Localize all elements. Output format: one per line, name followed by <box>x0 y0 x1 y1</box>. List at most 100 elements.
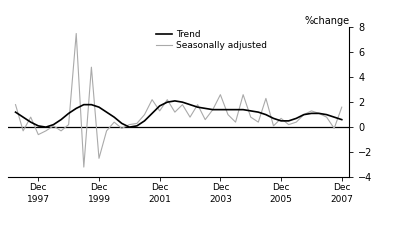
Trend <box>59 118 64 121</box>
Trend <box>21 116 25 118</box>
Seasonally adjusted <box>241 93 245 96</box>
Text: Dec: Dec <box>272 183 290 192</box>
Seasonally adjusted <box>339 106 344 109</box>
Seasonally adjusted <box>309 109 314 112</box>
Trend <box>195 106 200 109</box>
Trend <box>271 117 276 120</box>
Seasonally adjusted <box>81 166 86 168</box>
Seasonally adjusted <box>195 103 200 106</box>
Trend <box>112 116 117 118</box>
Seasonally adjusted <box>150 98 154 101</box>
Seasonally adjusted <box>218 93 223 96</box>
Seasonally adjusted <box>172 111 177 114</box>
Text: 2001: 2001 <box>148 195 171 204</box>
Seasonally adjusted <box>225 113 230 116</box>
Seasonally adjusted <box>96 157 101 160</box>
Seasonally adjusted <box>127 123 132 126</box>
Trend <box>44 126 48 128</box>
Seasonally adjusted <box>294 121 299 123</box>
Line: Seasonally adjusted: Seasonally adjusted <box>15 33 342 167</box>
Text: 1997: 1997 <box>27 195 50 204</box>
Legend: Trend, Seasonally adjusted: Trend, Seasonally adjusted <box>156 30 267 50</box>
Seasonally adjusted <box>21 129 25 132</box>
Seasonally adjusted <box>44 129 48 132</box>
Trend <box>203 107 208 110</box>
Seasonally adjusted <box>13 103 18 106</box>
Seasonally adjusted <box>271 124 276 127</box>
Text: Dec: Dec <box>29 183 47 192</box>
Trend <box>324 113 329 116</box>
Trend <box>36 124 40 127</box>
Seasonally adjusted <box>66 123 71 126</box>
Seasonally adjusted <box>119 127 124 130</box>
Seasonally adjusted <box>279 117 283 120</box>
Seasonally adjusted <box>233 121 238 123</box>
Seasonally adjusted <box>89 66 94 69</box>
Trend <box>256 111 261 114</box>
Seasonally adjusted <box>256 121 261 123</box>
Text: 2005: 2005 <box>270 195 293 204</box>
Trend <box>188 103 193 106</box>
Text: 1999: 1999 <box>87 195 110 204</box>
Trend <box>286 119 291 122</box>
Text: Dec: Dec <box>151 183 168 192</box>
Trend <box>104 111 109 114</box>
Text: Dec: Dec <box>333 183 351 192</box>
Trend <box>74 107 79 110</box>
Trend <box>165 101 170 104</box>
Seasonally adjusted <box>142 113 147 116</box>
Trend <box>309 112 314 115</box>
Trend <box>294 117 299 120</box>
Seasonally adjusted <box>249 116 253 118</box>
Seasonally adjusted <box>104 129 109 132</box>
Trend <box>339 118 344 121</box>
Seasonally adjusted <box>324 116 329 118</box>
Trend <box>218 108 223 111</box>
Trend <box>96 106 101 109</box>
Seasonally adjusted <box>59 129 64 132</box>
Trend <box>119 122 124 125</box>
Trend <box>264 113 268 116</box>
Seasonally adjusted <box>301 113 306 116</box>
Seasonally adjusted <box>317 112 322 115</box>
Seasonally adjusted <box>286 123 291 126</box>
Text: Dec: Dec <box>212 183 229 192</box>
Seasonally adjusted <box>51 124 56 127</box>
Trend <box>127 126 132 128</box>
Trend <box>157 104 162 107</box>
Trend <box>66 112 71 115</box>
Trend <box>210 108 215 111</box>
Trend <box>301 113 306 116</box>
Trend <box>89 103 94 106</box>
Trend <box>13 111 18 114</box>
Trend <box>142 119 147 122</box>
Trend <box>249 109 253 112</box>
Seasonally adjusted <box>203 118 208 121</box>
Seasonally adjusted <box>112 121 117 123</box>
Trend <box>279 119 283 122</box>
Seasonally adjusted <box>157 109 162 112</box>
Trend <box>225 108 230 111</box>
Text: 2003: 2003 <box>209 195 232 204</box>
Trend <box>241 108 245 111</box>
Seasonally adjusted <box>28 116 33 118</box>
Seasonally adjusted <box>165 98 170 101</box>
Seasonally adjusted <box>264 97 268 100</box>
Trend <box>233 108 238 111</box>
Trend <box>28 121 33 123</box>
Line: Trend: Trend <box>15 101 342 127</box>
Seasonally adjusted <box>332 127 337 130</box>
Trend <box>332 116 337 118</box>
Seasonally adjusted <box>74 32 79 35</box>
Text: Dec: Dec <box>90 183 108 192</box>
Trend <box>317 112 322 115</box>
Trend <box>135 124 139 127</box>
Trend <box>172 99 177 102</box>
Trend <box>81 103 86 106</box>
Seasonally adjusted <box>180 103 185 106</box>
Trend <box>51 123 56 126</box>
Seasonally adjusted <box>135 122 139 125</box>
Seasonally adjusted <box>188 116 193 118</box>
Trend <box>150 112 154 115</box>
Seasonally adjusted <box>210 108 215 111</box>
